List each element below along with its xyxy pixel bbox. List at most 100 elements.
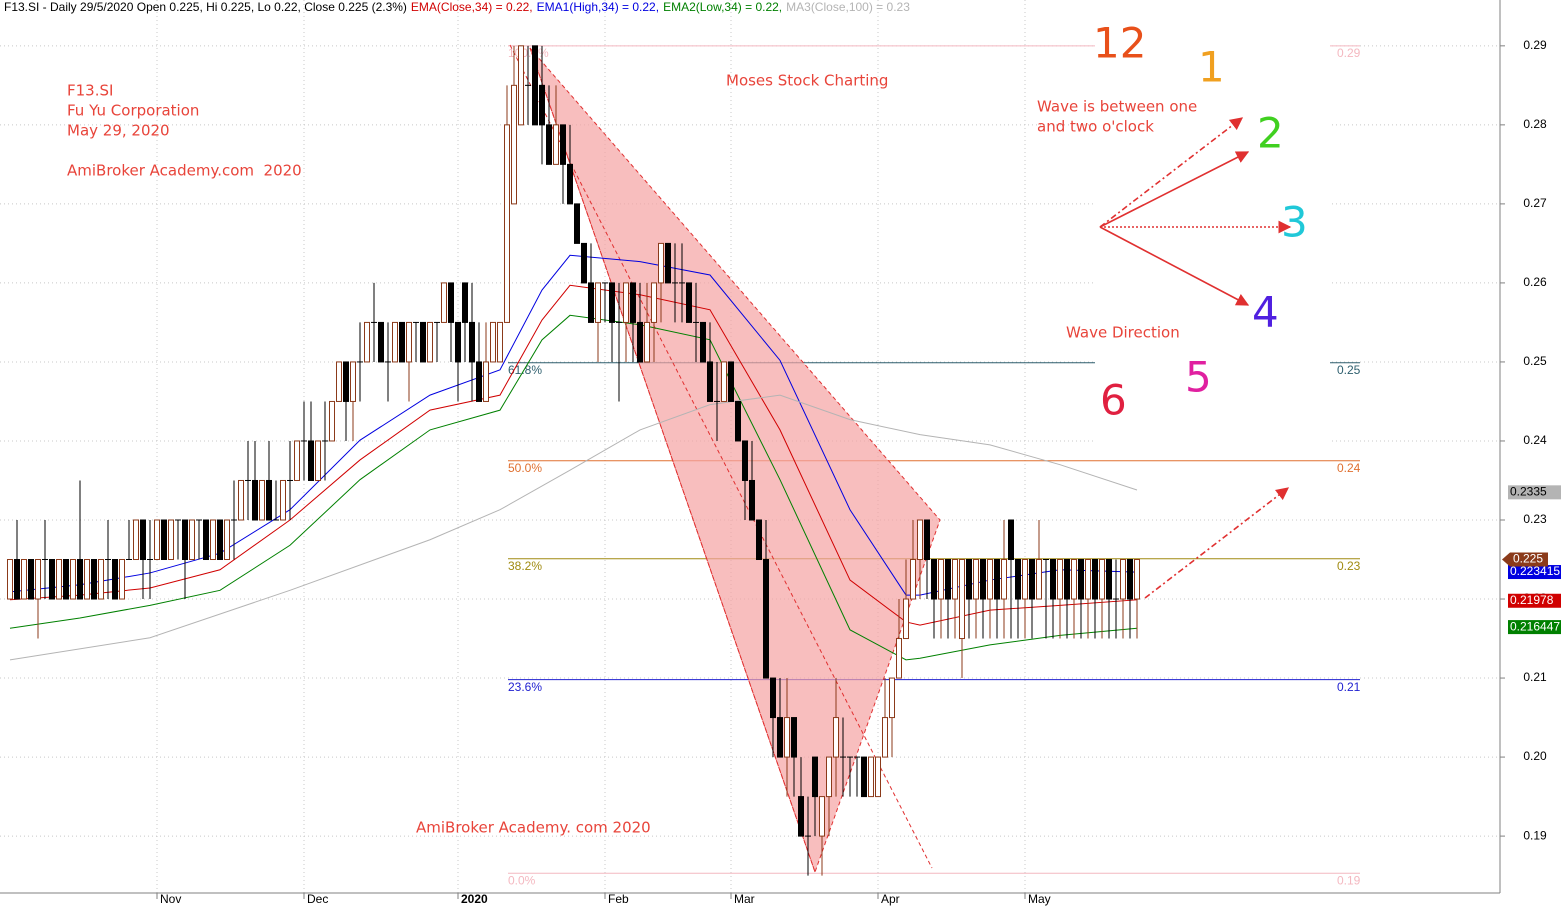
- candle-body: [791, 717, 797, 758]
- candle-body: [84, 559, 90, 600]
- candle-body: [378, 321, 384, 363]
- candle-body: [826, 756, 832, 798]
- header-part: F13.SI - Daily 29/5/2020 Open 0.225, Hi …: [4, 0, 407, 14]
- candle-body: [630, 282, 636, 323]
- candle-body: [476, 361, 482, 402]
- indicator-line: [9, 284, 1138, 626]
- clock-number: 2: [1257, 109, 1284, 158]
- candle-body: [112, 559, 118, 600]
- candle-body: [1092, 559, 1098, 600]
- candle-body: [588, 282, 594, 323]
- header: F13.SI - Daily 29/5/2020 Open 0.225, Hi …: [4, 0, 910, 14]
- candle-body: [910, 559, 916, 600]
- candle-body: [539, 84, 545, 126]
- candle-body: [1064, 559, 1070, 600]
- symbol: F13.SI: [67, 82, 113, 100]
- candle-body: [994, 559, 1000, 600]
- fib-label: 23.6%: [508, 680, 542, 694]
- candle-body: [1099, 559, 1105, 600]
- candle-body: [350, 361, 356, 402]
- candle-body: [665, 242, 671, 284]
- candle-body: [462, 282, 468, 323]
- y-tick-label: 0.24: [1523, 433, 1547, 447]
- fib-price-label: 0.25: [1337, 363, 1361, 377]
- candle-body: [903, 598, 909, 640]
- candle-body: [532, 45, 538, 126]
- candle-body: [959, 559, 965, 640]
- clock-number: 5: [1185, 353, 1212, 402]
- candle-body: [203, 519, 209, 561]
- fib-label: 50.0%: [508, 461, 542, 475]
- candle-body: [889, 677, 895, 719]
- candle-body: [280, 479, 286, 521]
- trend-line: [529, 47, 816, 873]
- last-value-box: [1508, 620, 1561, 635]
- candle-body: [259, 479, 265, 521]
- candle-body: [917, 519, 923, 561]
- candle-body: [1127, 559, 1133, 600]
- candle-body: [812, 756, 818, 798]
- candle-body: [518, 45, 524, 126]
- candle-body: [427, 321, 433, 363]
- candle-body: [35, 559, 41, 600]
- candle-body: [560, 124, 566, 165]
- x-tick-label: 2020: [461, 892, 488, 906]
- candle-body: [182, 519, 188, 561]
- candle-body: [420, 321, 426, 363]
- last-close-label: 0.225: [1513, 552, 1543, 566]
- candle-body: [1134, 559, 1140, 600]
- x-tick-label: Mar: [734, 892, 755, 906]
- candle-body: [1022, 559, 1028, 600]
- candle-body: [399, 321, 405, 363]
- candle-body: [980, 559, 986, 600]
- candle-body: [364, 321, 370, 363]
- candle-body: [483, 361, 489, 402]
- candle-body: [1071, 559, 1077, 600]
- header-part: EMA(Close,34) = 0.22,: [411, 0, 533, 14]
- y-tick-label: 0.26: [1523, 275, 1547, 289]
- candle-body: [63, 559, 69, 600]
- candle-body: [392, 321, 398, 363]
- y-tick-label: 0.19: [1523, 828, 1547, 842]
- fib-price-label: 0.29: [1337, 46, 1361, 60]
- candle-body: [637, 321, 643, 363]
- header-part: EMA2(Low,34) = 0.22,: [663, 0, 782, 14]
- candle-body: [966, 559, 972, 600]
- candle-body: [973, 559, 979, 600]
- header-part: EMA1(High,34) = 0.22,: [537, 0, 659, 14]
- candle-body: [595, 282, 601, 323]
- candle-body: [763, 559, 769, 679]
- indicator-line: [9, 394, 1138, 661]
- last-value-label: 0.21978: [1510, 593, 1554, 607]
- candle-body: [784, 717, 790, 758]
- candle-body: [574, 203, 580, 244]
- candle-body: [1029, 559, 1035, 600]
- last-close-box: [1502, 552, 1548, 567]
- candle-body: [336, 361, 342, 402]
- y-tick-label: 0.21: [1523, 670, 1547, 684]
- candle-body: [511, 84, 517, 205]
- fib-price-label: 0.21: [1337, 680, 1361, 694]
- candle-body: [28, 559, 34, 600]
- candle-body: [189, 519, 195, 561]
- candle-body: [49, 559, 55, 600]
- candle-body: [819, 796, 825, 837]
- clock-number: 3: [1281, 198, 1308, 247]
- candle-body: [938, 559, 944, 600]
- clock-number: 6: [1100, 376, 1127, 425]
- wave-direction: Wave Direction: [1066, 324, 1180, 342]
- candle-body: [14, 559, 20, 600]
- candle-body: [1036, 559, 1042, 600]
- candle-body: [1001, 559, 1007, 600]
- candle-body: [651, 282, 657, 323]
- candle-body: [1057, 559, 1063, 600]
- clock-panel: [1095, 20, 1330, 450]
- candle-body: [98, 559, 104, 600]
- candle-body: [1120, 559, 1126, 600]
- candle-body: [329, 400, 335, 442]
- candle-body: [609, 282, 615, 323]
- candle-body: [140, 519, 146, 561]
- candle-body: [455, 321, 461, 363]
- clock-arrows: [1099, 117, 1292, 599]
- candle-body: [623, 282, 629, 323]
